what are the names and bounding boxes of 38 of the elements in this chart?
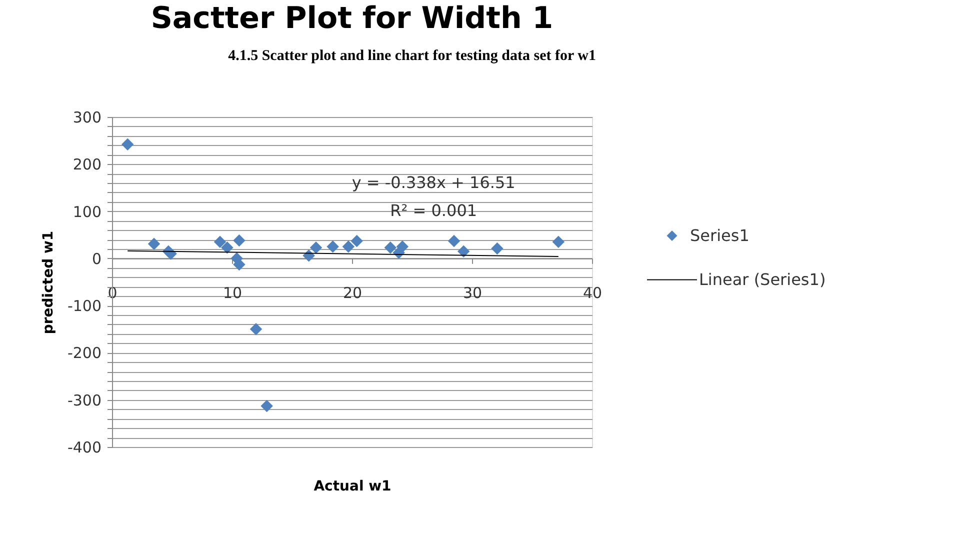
- y-tick-label: 300: [72, 108, 102, 126]
- y-tick-label: 0: [92, 250, 102, 268]
- annotation: y = -0.338x + 16.51: [352, 173, 516, 192]
- chart-title: Sactter Plot for Width 1: [150, 1, 554, 36]
- legend-label: Series1: [690, 226, 750, 245]
- point: [396, 240, 409, 253]
- text: 4.1.5 Scatter plot and line chart for testing data set for w1: [228, 48, 596, 64]
- point: [326, 240, 339, 253]
- point: [457, 245, 470, 258]
- point: [121, 138, 134, 150]
- point: [491, 242, 504, 255]
- point: [552, 236, 565, 248]
- y-tick-label: -400: [67, 438, 102, 456]
- point: [260, 400, 273, 412]
- legend-label: Linear (Series1): [699, 270, 826, 289]
- annotation: R² = 0.001: [390, 201, 478, 220]
- point: [342, 240, 355, 253]
- x-tick-label: 30: [462, 284, 482, 302]
- y-tick-label: 200: [72, 156, 102, 174]
- point: [350, 234, 363, 248]
- y-tick-label: -100: [67, 297, 102, 316]
- point: [384, 241, 397, 254]
- point: [302, 249, 315, 262]
- y-tick-label: 100: [72, 202, 102, 221]
- point: [214, 236, 226, 248]
- point: [233, 234, 246, 247]
- x-tick-label: 10: [222, 284, 242, 302]
- x-tick-label: 20: [342, 284, 362, 302]
- point: [448, 234, 460, 248]
- point: [221, 241, 234, 254]
- x-tick-label: 40: [582, 284, 602, 302]
- point: [148, 238, 160, 250]
- y-axis-title: predicted w1: [40, 230, 56, 334]
- y-tick-label: -200: [67, 344, 102, 362]
- x-axis-title: Actual w1: [314, 478, 392, 494]
- y-tick-label: -300: [67, 391, 102, 410]
- point: [310, 241, 322, 254]
- point: [250, 323, 262, 336]
